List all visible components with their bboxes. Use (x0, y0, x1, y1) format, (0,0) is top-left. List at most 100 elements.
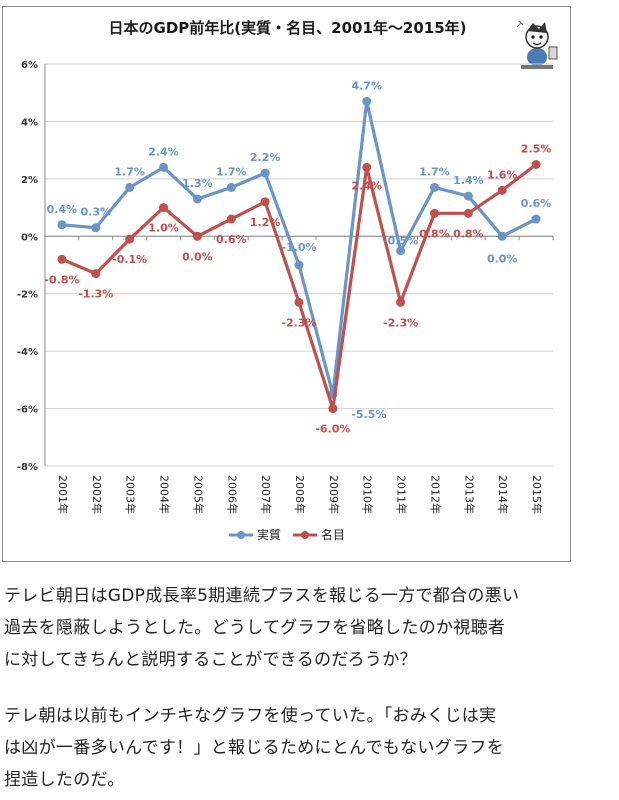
x-tick-label: 2001年 (56, 475, 70, 514)
data-point (328, 404, 338, 414)
article-paragraph-2: テレ朝は以前もインチキなグラフを使っていた。「おみくじは実 は凶が一番多いんです… (4, 700, 610, 796)
data-point (396, 297, 406, 307)
data-label-nominal: 2.5% (521, 143, 552, 156)
x-tick-label: 2004年 (158, 475, 172, 514)
data-point (429, 182, 439, 192)
data-label-nominal: 1.0% (148, 222, 179, 235)
legend-label: 名目 (321, 527, 345, 542)
data-point (362, 96, 372, 106)
data-point (463, 208, 473, 218)
x-tick-label: 2015年 (530, 475, 544, 514)
mascot-illustration (516, 20, 558, 69)
chart-frame: 日本のGDP前年比(実質・名目、2001年～2015年) -8% -6% -4% -2… (2, 6, 571, 562)
data-label-nominal: -2.3% (281, 316, 316, 329)
data-label-real: 1.4% (453, 174, 484, 187)
data-label-nominal: -2.3% (383, 316, 418, 329)
data-label-real: 0.6% (521, 197, 552, 210)
data-label-real: -1.0% (281, 241, 316, 254)
article-line: に対してきちんと説明することができるのだろうか？ (4, 650, 417, 670)
data-point (497, 231, 507, 241)
data-label-nominal: 1.2% (250, 216, 281, 229)
article-paragraph-1: テレビ朝日はGDP成長率5期連続プラスを報じる一方で都合の悪い 過去を隠蔽しよう… (4, 580, 610, 676)
chart-title: 日本のGDP前年比(実質・名目、2001年～2015年) (108, 19, 467, 37)
data-label-real: 4.7% (351, 79, 382, 92)
series-layer (57, 96, 541, 414)
data-point (159, 162, 169, 172)
x-tick-label: 2009年 (327, 475, 341, 514)
legend-marker (237, 531, 245, 539)
data-point (396, 246, 406, 256)
legend-label: 実質 (257, 527, 281, 542)
data-label-real: 1.3% (182, 177, 213, 190)
data-point (159, 203, 169, 213)
data-label-nominal: 0.0% (182, 250, 213, 263)
article-line: テレ朝は以前もインチキなグラフを使っていた。「おみくじは実 (4, 706, 497, 726)
x-tick-label: 2006年 (225, 475, 239, 514)
data-label-real: -5.5% (351, 408, 386, 421)
x-tick-label: 2008年 (293, 475, 307, 514)
data-point (429, 208, 439, 218)
y-tick-label: -8% (17, 462, 38, 473)
data-point (531, 160, 541, 169)
data-point (57, 254, 67, 264)
x-tick-label: 2013年 (462, 475, 476, 514)
gdp-line-chart: -8% -6% -4% -2% 0% 2% 4% 6% 2001年 2002年 2003年 2004年… (17, 60, 554, 542)
y-tick-label: 4% (21, 117, 38, 128)
y-tick-label: 6% (21, 60, 38, 71)
x-tick-label: 2014年 (496, 475, 510, 514)
data-label-layer: 0.4% 0.3%1.7%2.4%1.3%1.7%2.2%-1.0%-5.5%4.… (44, 79, 551, 435)
data-point (294, 297, 304, 307)
article-line: は凶が一番多いんです！」と報じるためにとんでもないグラフを (4, 738, 504, 758)
data-point (362, 162, 372, 172)
y-tick-label: -4% (17, 347, 38, 358)
data-point (91, 269, 101, 279)
data-label-nominal: 1.6% (487, 168, 518, 181)
data-label-real: 2.4% (148, 145, 179, 158)
data-label-real: 1.7% (419, 165, 450, 178)
y-tick-label: -6% (17, 405, 38, 416)
data-point (226, 214, 236, 224)
data-label-real: 0.0% (487, 252, 518, 265)
data-point (294, 260, 304, 270)
data-label-nominal: -0.8% (44, 273, 79, 286)
data-point (57, 220, 67, 230)
data-point (226, 182, 236, 192)
data-point (192, 231, 202, 241)
data-label-nominal: 0.8% (419, 227, 450, 240)
x-tick-label: 2012年 (428, 475, 442, 514)
data-label-real: 1.7% (216, 165, 247, 178)
data-point (531, 214, 541, 224)
data-point (192, 194, 202, 204)
data-label-real: 0.4% (47, 203, 78, 216)
y-tick-label: 2% (21, 175, 38, 186)
data-point (91, 223, 101, 233)
data-label-real: -0.5% (383, 235, 418, 248)
legend: 実質 名目 (229, 527, 345, 542)
y-tick-label: -2% (17, 290, 38, 301)
axis-layer: -8% -6% -4% -2% 0% 2% 4% 6% 2001年 2002年 2003年 2004年… (17, 60, 554, 514)
data-point (125, 182, 135, 192)
legend-marker (301, 531, 309, 539)
series-line-nominal (61, 163, 538, 411)
x-tick-label: 2003年 (124, 475, 138, 514)
data-label-nominal: 0.6% (216, 233, 247, 246)
data-label-nominal: -6.0% (315, 423, 350, 436)
x-tick-label: 2011年 (395, 475, 409, 514)
article-line: 捏造したのだ。 (4, 770, 125, 790)
data-label-nominal: -0.1% (112, 253, 147, 266)
y-tick-label: 0% (21, 232, 38, 243)
x-tick-label: 2002年 (90, 475, 104, 514)
data-label-nominal: 2.4% (351, 179, 382, 192)
data-label-real: 0.3% (81, 206, 112, 219)
x-tick-label: 2010年 (361, 475, 375, 514)
data-label-nominal: 0.8% (453, 227, 484, 240)
data-label-real: 2.2% (250, 151, 281, 164)
data-point (463, 191, 473, 201)
x-tick-label: 2007年 (259, 475, 273, 514)
data-label-real: 1.7% (114, 165, 145, 178)
data-point (497, 185, 507, 195)
article-line: テレビ朝日はGDP成長率5期連続プラスを報じる一方で都合の悪い (4, 586, 520, 606)
data-point (260, 197, 270, 207)
data-point (260, 168, 270, 178)
data-point (125, 234, 135, 244)
